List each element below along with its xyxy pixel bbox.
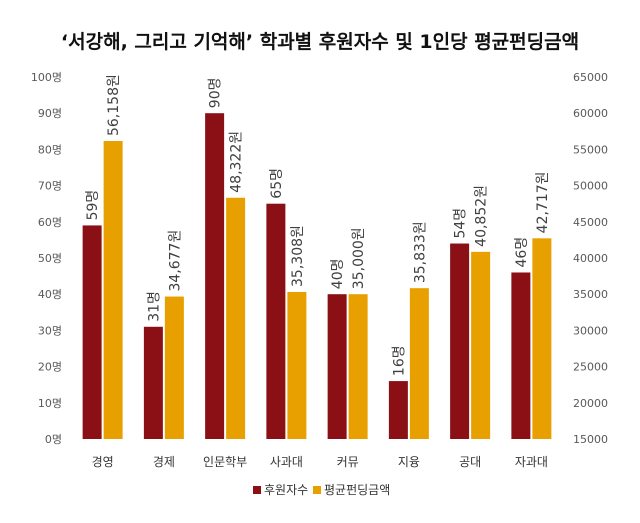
donor-count-label: 46명 bbox=[514, 237, 530, 268]
avg-funding-bar bbox=[471, 251, 491, 439]
right-tick-label: 35000 bbox=[573, 288, 608, 301]
avg-funding-label: 34,677원 bbox=[167, 230, 183, 292]
left-tick-label: 80명 bbox=[38, 143, 62, 156]
legend: 후원자수 평균펀딩금액 bbox=[253, 483, 390, 497]
donor-count-bar bbox=[388, 381, 408, 439]
donor-count-bar bbox=[266, 203, 286, 439]
right-axis: 15000 20000 25000 30000 35000 40000 45000 50000… bbox=[573, 71, 608, 446]
avg-funding-label: 35,000원 bbox=[351, 227, 367, 289]
category-label: 사과대 bbox=[270, 455, 303, 469]
avg-funding-bar bbox=[287, 291, 307, 439]
left-tick-label: 0명 bbox=[45, 433, 62, 446]
right-tick-label: 60000 bbox=[573, 107, 608, 120]
donor-count-bar bbox=[450, 243, 470, 439]
category-label: 자과대 bbox=[515, 455, 548, 469]
right-tick-label: 45000 bbox=[573, 216, 608, 229]
avg-funding-bar bbox=[532, 238, 552, 439]
right-tick-label: 15000 bbox=[573, 433, 608, 446]
left-axis: 0명 10명 20명 30명 40명 50명 60명 70명 80명 90명 100명 bbox=[31, 71, 62, 446]
left-tick-label: 90명 bbox=[38, 107, 62, 120]
legend-swatch bbox=[313, 486, 321, 494]
donor-count-bar bbox=[511, 272, 531, 439]
avg-funding-bar bbox=[226, 197, 246, 439]
left-tick-label: 20명 bbox=[38, 361, 62, 374]
left-tick-label: 100명 bbox=[31, 71, 62, 84]
avg-funding-bar bbox=[103, 141, 123, 439]
right-tick-label: 40000 bbox=[573, 252, 608, 265]
legend-label: 평균펀딩금액 bbox=[324, 483, 390, 497]
avg-funding-label: 35,833원 bbox=[412, 221, 428, 283]
category-label: 공대 bbox=[459, 455, 481, 469]
avg-funding-bar bbox=[164, 296, 184, 439]
donor-count-label: 59명 bbox=[85, 190, 101, 221]
right-tick-label: 30000 bbox=[573, 324, 608, 337]
right-tick-label: 65000 bbox=[573, 71, 608, 84]
category-label: 경제 bbox=[153, 455, 175, 469]
bars bbox=[82, 113, 552, 439]
right-tick-label: 55000 bbox=[573, 143, 608, 156]
donor-count-label: 16명 bbox=[391, 345, 407, 376]
avg-funding-label: 40,852원 bbox=[474, 185, 490, 247]
avg-funding-label: 35,308원 bbox=[290, 225, 306, 287]
category-label: 경영 bbox=[92, 455, 114, 469]
donor-count-bar bbox=[205, 113, 225, 439]
avg-funding-label: 42,717원 bbox=[535, 171, 551, 233]
category-label: 지융 bbox=[398, 455, 420, 469]
donor-count-bar bbox=[143, 326, 163, 439]
right-tick-label: 25000 bbox=[573, 361, 608, 374]
right-tick-label: 20000 bbox=[573, 397, 608, 410]
avg-funding-label: 56,158원 bbox=[106, 74, 122, 136]
donor-count-label: 40명 bbox=[330, 258, 346, 289]
category-label: 인문학부 bbox=[203, 455, 247, 469]
left-tick-label: 50명 bbox=[38, 252, 62, 265]
legend-label: 후원자수 bbox=[264, 483, 308, 497]
left-tick-label: 70명 bbox=[38, 180, 62, 193]
data-labels: 59명 56,158원 31명 34,677원 90명 48,322원 65명 35,308원… bbox=[85, 74, 551, 376]
left-tick-label: 30명 bbox=[38, 324, 62, 337]
category-labels: 경영 경제 인문학부 사과대 커뮤 지융 공대 자과대 bbox=[92, 455, 548, 469]
donor-count-bar bbox=[327, 294, 347, 439]
category-label: 커뮤 bbox=[337, 455, 359, 469]
left-tick-label: 40명 bbox=[38, 288, 62, 301]
chart-title: ‘서강해, 그리고 기억해’ 학과별 후원자수 및 1인당 평균펀딩금액 bbox=[61, 31, 579, 53]
donor-count-label: 54명 bbox=[453, 208, 469, 239]
donor-count-label: 65명 bbox=[269, 168, 285, 199]
avg-funding-bar bbox=[348, 294, 368, 439]
donor-count-label: 31명 bbox=[146, 291, 162, 322]
avg-funding-label: 48,322원 bbox=[229, 131, 245, 193]
legend-swatch bbox=[253, 486, 261, 494]
donor-count-label: 90명 bbox=[208, 77, 224, 108]
avg-funding-bar bbox=[409, 288, 429, 439]
donor-count-bar bbox=[82, 225, 102, 439]
left-tick-label: 10명 bbox=[38, 397, 62, 410]
right-tick-label: 50000 bbox=[573, 180, 608, 193]
left-tick-label: 60명 bbox=[38, 216, 62, 229]
